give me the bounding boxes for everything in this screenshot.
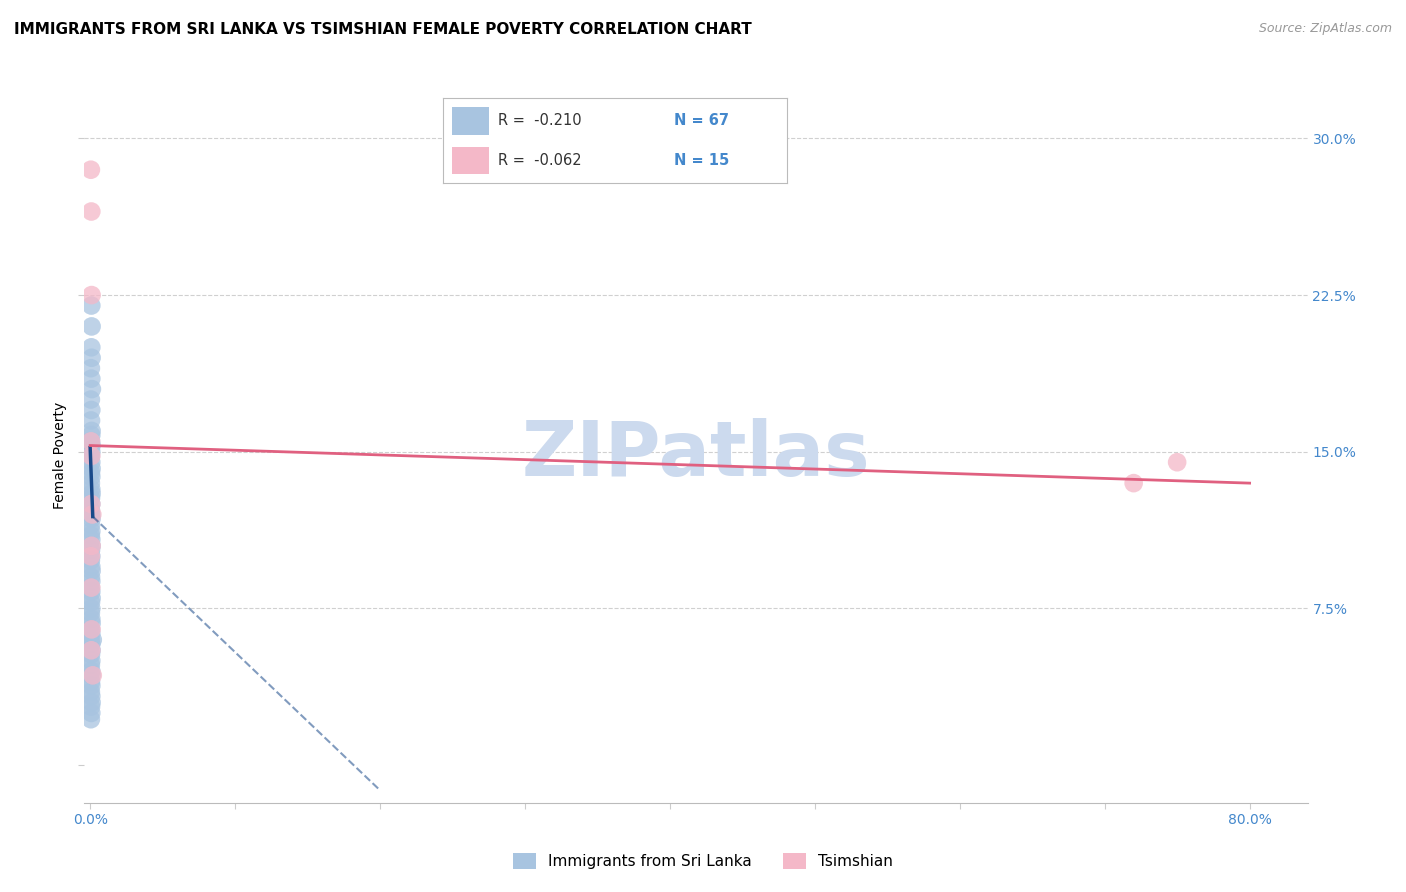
Point [80,449,103,463]
Point [80,581,103,595]
Point [80,712,103,726]
Point [80,570,103,584]
Point [80,612,103,626]
Point [80,584,103,599]
Point [80,623,103,637]
Point [80,449,103,463]
Point [80,319,103,334]
Point [80,511,103,525]
Point [80,204,103,219]
Point [80,679,103,693]
Point [80,668,103,682]
Point [80,643,103,657]
FancyBboxPatch shape [451,147,489,175]
Point [80,372,103,386]
Point [82,632,104,647]
Text: ZIPatlas: ZIPatlas [522,418,870,491]
Point [80,564,103,578]
Point [80,483,103,497]
Text: N = 15: N = 15 [673,153,728,169]
Point [82,668,104,682]
Text: Source: ZipAtlas.com: Source: ZipAtlas.com [1258,22,1392,36]
Point [80,288,103,302]
Text: IMMIGRANTS FROM SRI LANKA VS TSIMSHIAN FEMALE POVERTY CORRELATION CHART: IMMIGRANTS FROM SRI LANKA VS TSIMSHIAN F… [14,22,752,37]
Point [80,497,103,511]
Point [80,533,103,547]
Point [80,606,103,620]
Point [80,549,103,564]
Point [80,591,103,605]
Y-axis label: Female Poverty: Female Poverty [53,401,67,508]
Point [80,539,103,553]
Point [80,616,103,631]
Point [80,657,103,672]
Point [80,601,103,615]
Text: R =  -0.062: R = -0.062 [498,153,582,169]
Point [80,361,103,376]
Point [80,466,103,480]
Point [1166,455,1188,469]
Point [80,696,103,710]
Point [80,674,103,689]
Point [80,690,103,704]
Point [80,162,103,177]
Point [80,392,103,407]
Point [80,461,103,475]
Point [80,382,103,396]
Point [80,539,103,553]
Point [80,553,103,567]
Point [80,543,103,558]
Point [80,581,103,595]
Point [80,476,103,491]
Point [80,648,103,662]
Text: R =  -0.210: R = -0.210 [498,113,582,128]
Point [80,340,103,354]
Point [80,637,103,651]
Point [80,623,103,637]
Point [80,685,103,699]
Point [80,413,103,427]
Point [80,497,103,511]
Text: N = 67: N = 67 [673,113,728,128]
Point [80,444,103,458]
Point [80,524,103,538]
Point [80,664,103,678]
Point [1122,476,1144,491]
Point [82,508,104,522]
Point [80,559,103,574]
Point [80,626,103,640]
Point [80,470,103,484]
Point [80,486,103,500]
Point [80,643,103,657]
Point [80,549,103,564]
Point [80,403,103,417]
Point [80,455,103,469]
Point [80,434,103,449]
Point [80,654,103,668]
Point [80,706,103,720]
Point [80,491,103,505]
Point [80,528,103,542]
Point [80,574,103,589]
Point [80,517,103,532]
Point [80,438,103,452]
Point [80,428,103,442]
Point [80,508,103,522]
Point [80,299,103,313]
Point [80,503,103,517]
Point [80,595,103,609]
Point [80,424,103,438]
Point [80,434,103,449]
Point [80,632,103,647]
Point [80,351,103,365]
Point [80,699,103,714]
Legend: Immigrants from Sri Lanka, Tsimshian: Immigrants from Sri Lanka, Tsimshian [508,847,898,875]
FancyBboxPatch shape [451,107,489,135]
